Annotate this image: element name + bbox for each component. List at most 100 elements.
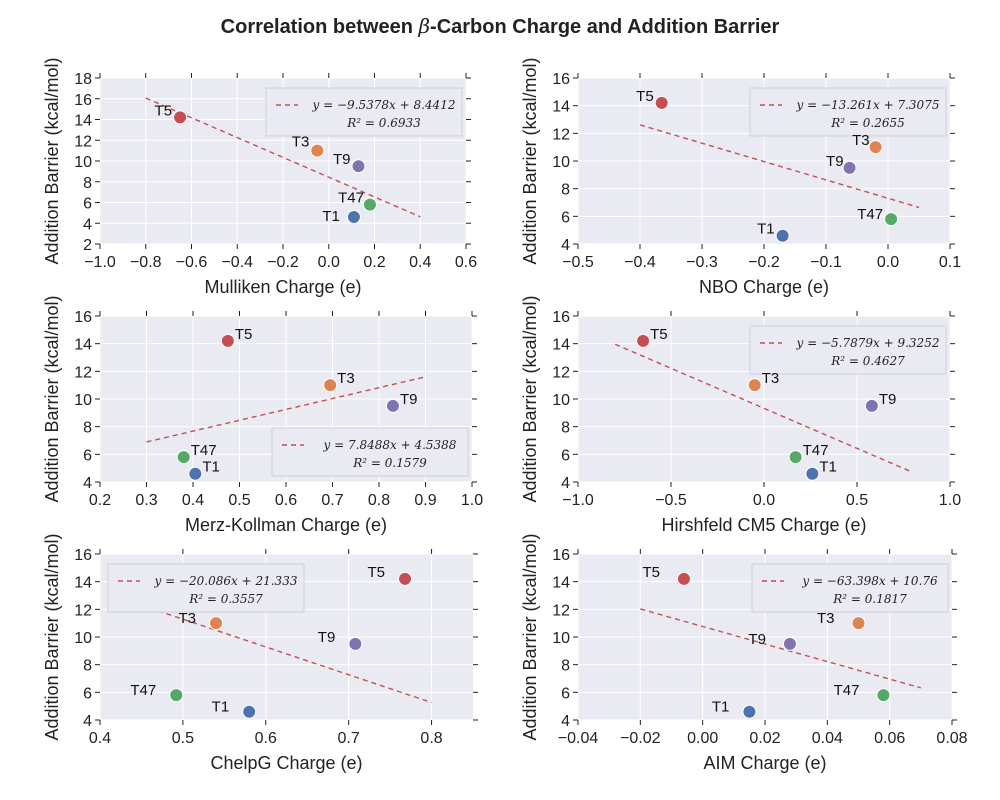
- y-tick-label: 12: [74, 133, 92, 150]
- legend-box: [265, 87, 463, 137]
- data-point-t5: [636, 333, 651, 348]
- y-tick-label: 6: [83, 685, 92, 702]
- chart-panel-2: −0.5 −0.4 −0.3 −0.2 −0.1 0.0 0.1 4 6 8 10 12 14 16 NBO…: [520, 57, 961, 297]
- point-label-t47: T47: [191, 442, 217, 459]
- point-label-t47: T47: [338, 190, 364, 207]
- x-tick-label: −0.04: [558, 730, 599, 747]
- x-tick-label: 0.6: [275, 492, 297, 509]
- x-tick-label: 0.6: [455, 254, 477, 271]
- data-point-t47: [788, 450, 803, 465]
- point-label-t47: T47: [803, 442, 829, 459]
- x-tick-label: 0.00: [687, 730, 718, 747]
- data-point-t9: [782, 636, 797, 651]
- y-tick-label: 16: [552, 547, 570, 564]
- data-point-t1: [742, 704, 757, 719]
- x-axis-label: ChelpG Charge (e): [210, 753, 362, 773]
- y-tick-label: 2: [83, 237, 92, 254]
- y-tick-label: 16: [552, 309, 570, 326]
- legend: y = −5.7879x + 9.3252 R² = 0.4627: [749, 325, 947, 375]
- y-tick-label: 8: [561, 420, 570, 437]
- x-tick-label: −0.2: [748, 254, 780, 271]
- data-point-t47: [176, 450, 191, 465]
- title-prefix: Correlation between: [220, 16, 419, 38]
- x-tick-label: 0.4: [89, 730, 111, 747]
- x-tick-label: 0.02: [749, 730, 780, 747]
- legend-r-squared: R² = 0.1579: [352, 456, 427, 470]
- y-tick-label: 12: [74, 602, 92, 619]
- data-point-t9: [348, 636, 363, 651]
- y-tick-label: 6: [561, 685, 570, 702]
- y-tick-label: 10: [552, 630, 570, 647]
- chart-panel-1: −1.0 −0.8 −0.6 −0.4 −0.2 0.0 0.2 0.4 0.6 2 4 6 8 10 12…: [42, 57, 477, 297]
- legend: y = −20.086x + 21.333 R² = 0.3557: [107, 563, 305, 613]
- legend-box: [749, 325, 947, 375]
- legend-equation: y = −13.261x + 7.3075: [796, 98, 940, 112]
- y-tick-label: 8: [83, 420, 92, 437]
- data-point-t1: [242, 704, 257, 719]
- legend-equation: y = −63.398x + 10.76: [801, 574, 938, 588]
- y-tick-label: 10: [552, 392, 570, 409]
- y-tick-label: 12: [552, 602, 570, 619]
- x-tick-label: 1.0: [461, 492, 483, 509]
- fit-line: [640, 608, 922, 689]
- data-point-t5: [676, 571, 691, 586]
- y-axis-label: Addition Barrier (kcal/mol): [42, 533, 62, 740]
- x-tick-label: −0.02: [620, 730, 661, 747]
- x-axis-label: Merz-Kollman Charge (e): [185, 515, 387, 535]
- x-tick-label: 1.0: [939, 492, 961, 509]
- point-label-t3: T3: [762, 370, 780, 387]
- x-tick-label: −0.3: [686, 254, 718, 271]
- y-tick-label: 4: [561, 713, 570, 730]
- y-tick-label: 4: [561, 475, 570, 492]
- y-tick-label: 6: [83, 196, 92, 213]
- point-label-t3: T3: [852, 132, 870, 149]
- y-tick-label: 4: [83, 216, 92, 233]
- x-tick-label: −0.1: [810, 254, 842, 271]
- x-tick-label: 0.7: [338, 730, 360, 747]
- legend-equation: y = −9.5378x + 8.4412: [312, 98, 456, 112]
- legend-equation: y = −20.086x + 21.333: [154, 574, 298, 588]
- legend-r-squared: R² = 0.4627: [830, 354, 905, 368]
- legend-box: [271, 427, 469, 477]
- y-tick-label: 14: [74, 113, 92, 130]
- x-axis-label: AIM Charge (e): [703, 753, 826, 773]
- point-label-t47: T47: [857, 206, 883, 223]
- legend-box: [749, 87, 947, 137]
- legend-equation: y = −5.7879x + 9.3252: [796, 336, 940, 350]
- data-point-t9: [351, 159, 366, 174]
- x-tick-label: −0.2: [267, 254, 299, 271]
- fit-line: [614, 343, 914, 474]
- chart-panel-6: −0.04 −0.02 0.00 0.02 0.04 0.06 0.08 4 6 8 10 12 14 1…: [520, 533, 968, 773]
- legend: y = −63.398x + 10.76 R² = 0.1817: [751, 563, 949, 613]
- y-tick-label: 8: [561, 182, 570, 199]
- y-axis-label: Addition Barrier (kcal/mol): [520, 57, 540, 264]
- point-label-t9: T9: [748, 631, 766, 648]
- y-tick-label: 10: [552, 154, 570, 171]
- point-label-t5: T5: [642, 564, 660, 581]
- y-tick-label: 10: [74, 154, 92, 171]
- data-point-t5: [220, 333, 235, 348]
- chart-panel-4: −1.0 −0.5 0.0 0.5 1.0 4 6 8 10 12 14 16 Hirshfeld CM…: [520, 295, 961, 535]
- x-tick-label: 0.5: [846, 492, 868, 509]
- x-tick-label: 0.4: [409, 254, 431, 271]
- x-tick-label: 0.04: [812, 730, 843, 747]
- point-label-t1: T1: [322, 208, 340, 225]
- y-tick-label: 4: [83, 475, 92, 492]
- data-point-t3: [310, 143, 325, 158]
- legend-r-squared: R² = 0.6933: [346, 116, 421, 130]
- y-tick-label: 10: [74, 392, 92, 409]
- point-label-t1: T1: [712, 699, 730, 716]
- point-label-t5: T5: [368, 564, 386, 581]
- x-tick-label: 0.8: [420, 730, 442, 747]
- point-label-t1: T1: [212, 699, 230, 716]
- point-label-t5: T5: [650, 326, 668, 343]
- y-tick-label: 14: [552, 575, 570, 592]
- y-axis-label: Addition Barrier (kcal/mol): [520, 295, 540, 502]
- data-point-t1: [346, 210, 361, 225]
- x-tick-label: 0.08: [936, 730, 967, 747]
- x-tick-label: −1.0: [84, 254, 116, 271]
- y-tick-label: 10: [74, 630, 92, 647]
- legend-r-squared: R² = 0.3557: [188, 592, 263, 606]
- x-tick-label: −0.5: [562, 254, 594, 271]
- y-tick-label: 14: [552, 337, 570, 354]
